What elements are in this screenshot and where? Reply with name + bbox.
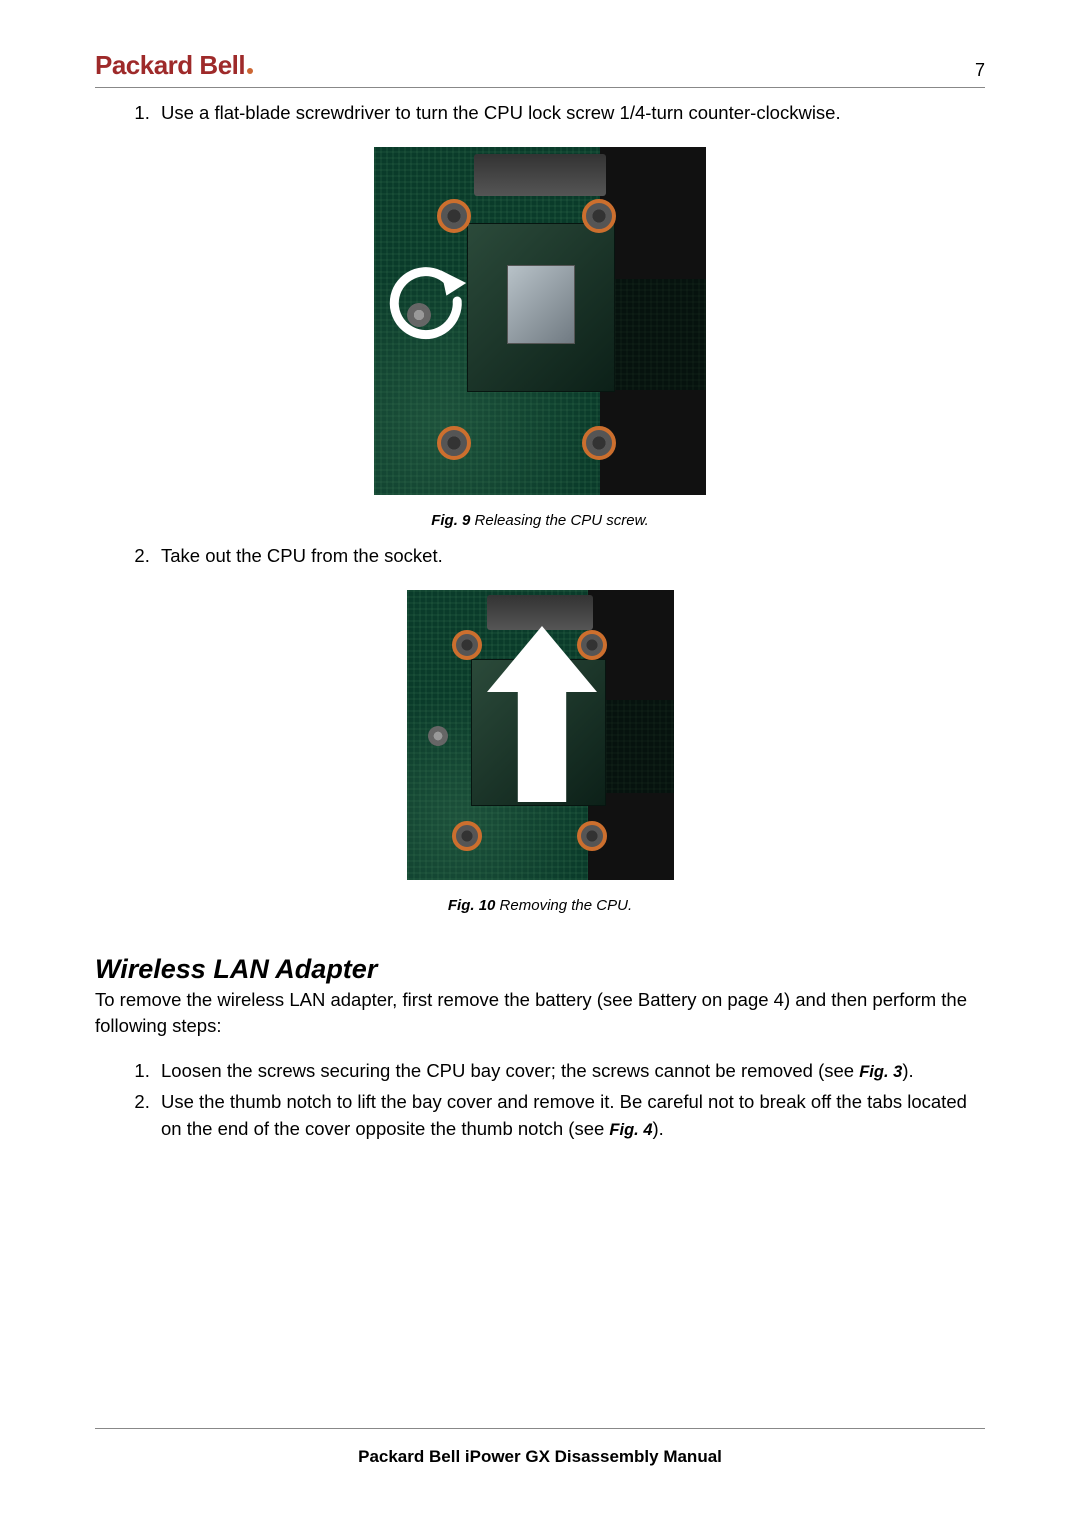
figure-10-label: Fig. 10 (448, 897, 496, 914)
wlan-step-2-b: ). (653, 1118, 664, 1139)
figure-9-image (374, 147, 706, 495)
figure-10-caption: Fig. 10 Removing the CPU. (95, 897, 985, 914)
wlan-step-1-b: ). (902, 1060, 913, 1081)
wlan-steps-list: Loosen the screws securing the CPU bay c… (155, 1058, 985, 1143)
figure-10-image (407, 590, 674, 880)
page-header: Packard Bell 7 (95, 50, 985, 88)
wlan-intro: To remove the wireless LAN adapter, firs… (95, 987, 985, 1041)
brand-word-1: Packard (95, 50, 193, 80)
brand-word-2: Bell (199, 50, 245, 80)
wlan-step-2: Use the thumb notch to lift the bay cove… (155, 1089, 985, 1143)
page-number: 7 (975, 60, 985, 81)
brand-dot-icon (247, 68, 253, 74)
step-2: Take out the CPU from the socket. (155, 543, 985, 570)
figure-9-wrap: Fig. 9 Releasing the CPU screw. (95, 147, 985, 529)
wlan-step-2-figref: Fig. 4 (609, 1121, 652, 1139)
section-title-wlan: Wireless LAN Adapter (95, 954, 985, 985)
brand-logo: Packard Bell (95, 50, 253, 81)
figure-9-caption-text: Releasing the CPU screw. (470, 512, 648, 529)
figure-10-caption-text: Removing the CPU. (495, 897, 632, 914)
step-1: Use a flat-blade screwdriver to turn the… (155, 100, 985, 127)
cpu-steps-list: Use a flat-blade screwdriver to turn the… (155, 100, 985, 127)
figure-9-label: Fig. 9 (431, 512, 470, 529)
cpu-steps-list-cont: Take out the CPU from the socket. (155, 543, 985, 570)
wlan-step-1-a: Loosen the screws securing the CPU bay c… (161, 1060, 859, 1081)
wlan-step-2-a: Use the thumb notch to lift the bay cove… (161, 1091, 967, 1139)
figure-9-caption: Fig. 9 Releasing the CPU screw. (95, 512, 985, 529)
wlan-step-1-figref: Fig. 3 (859, 1063, 902, 1081)
wlan-step-1: Loosen the screws securing the CPU bay c… (155, 1058, 985, 1085)
figure-10-wrap: Fig. 10 Removing the CPU. (95, 590, 985, 914)
page-footer: Packard Bell iPower GX Disassembly Manua… (95, 1428, 985, 1467)
